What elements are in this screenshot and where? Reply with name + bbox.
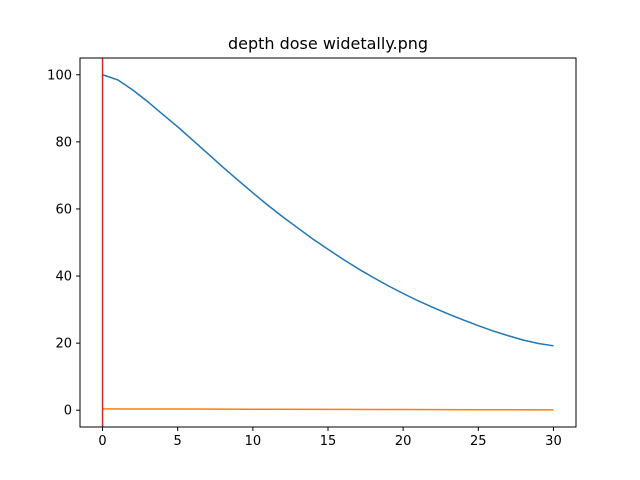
y-tick-label: 80 <box>55 135 72 150</box>
series-line-1 <box>102 74 554 347</box>
y-tick-label: 60 <box>55 202 72 217</box>
y-tick-label: 0 <box>64 404 72 419</box>
series-layer <box>102 74 554 411</box>
y-tick-label: 100 <box>47 68 72 83</box>
x-tick-label: 5 <box>174 434 182 449</box>
y-axis-ticks: 0 20 40 60 80 100 <box>47 68 80 419</box>
plot-area <box>80 58 576 427</box>
chart-title: depth dose widetally.png <box>228 34 428 53</box>
x-tick-label: 30 <box>545 434 562 449</box>
x-tick-label: 10 <box>245 434 262 449</box>
series-line-2 <box>102 408 554 411</box>
x-tick-label: 20 <box>395 434 412 449</box>
x-tick-label: 25 <box>470 434 487 449</box>
plot-frame <box>79 57 577 428</box>
x-tick-label: 15 <box>320 434 337 449</box>
x-tick-label: 0 <box>98 434 106 449</box>
x-axis-ticks: 0 5 10 15 20 25 30 <box>98 427 562 449</box>
y-tick-label: 40 <box>55 270 72 285</box>
y-tick-label: 20 <box>55 337 72 352</box>
